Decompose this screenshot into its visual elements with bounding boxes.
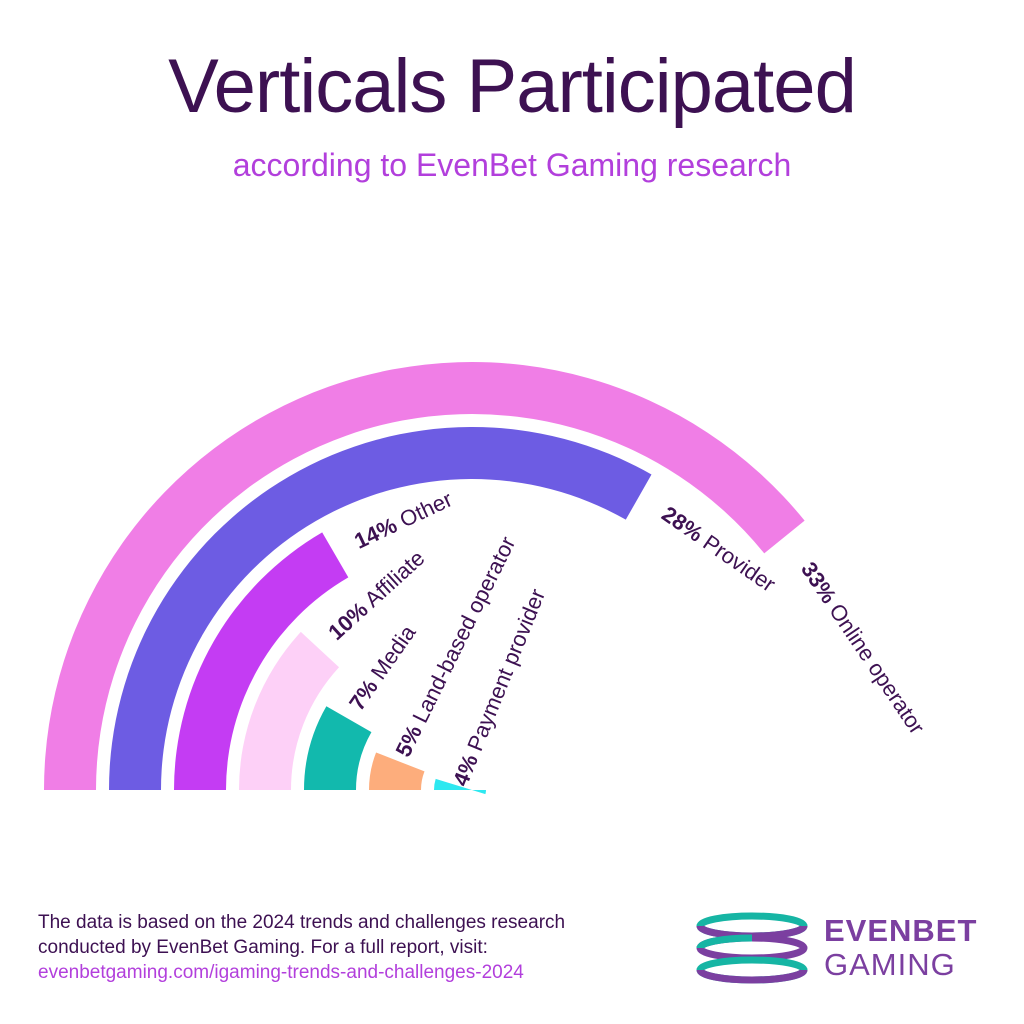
bar-payment-provider [434, 778, 486, 795]
chart-title: Verticals Participated [168, 44, 857, 129]
footer-line-1: The data is based on the 2024 trends and… [38, 912, 566, 933]
label-online-operator: 33% Online operator [796, 557, 930, 738]
bar-media [304, 706, 372, 790]
chart-subtitle: according to EvenBet Gaming research [232, 147, 792, 183]
logo-line-1: EVENBET [824, 913, 978, 948]
logo-wordmark: EVENBET GAMING [824, 914, 977, 982]
report-link[interactable]: evenbetgaming.com/igaming-trends-and-cha… [38, 962, 524, 983]
bar-online-operator [44, 361, 805, 790]
bar-land-based-operator [369, 752, 425, 790]
bar-affiliate [239, 631, 340, 790]
logo-line-2: GAMING [824, 947, 956, 982]
label-media: 7% Media [344, 620, 421, 715]
footer-note: The data is based on the 2024 trends and… [38, 910, 678, 985]
evenbet-gaming-logo: EVENBET GAMING [696, 912, 996, 984]
footer-line-2: conducted by EvenBet Gaming. For a full … [38, 937, 488, 958]
bar-provider [109, 427, 652, 790]
logo-rings-icon [696, 912, 808, 984]
bar-other [174, 532, 349, 790]
